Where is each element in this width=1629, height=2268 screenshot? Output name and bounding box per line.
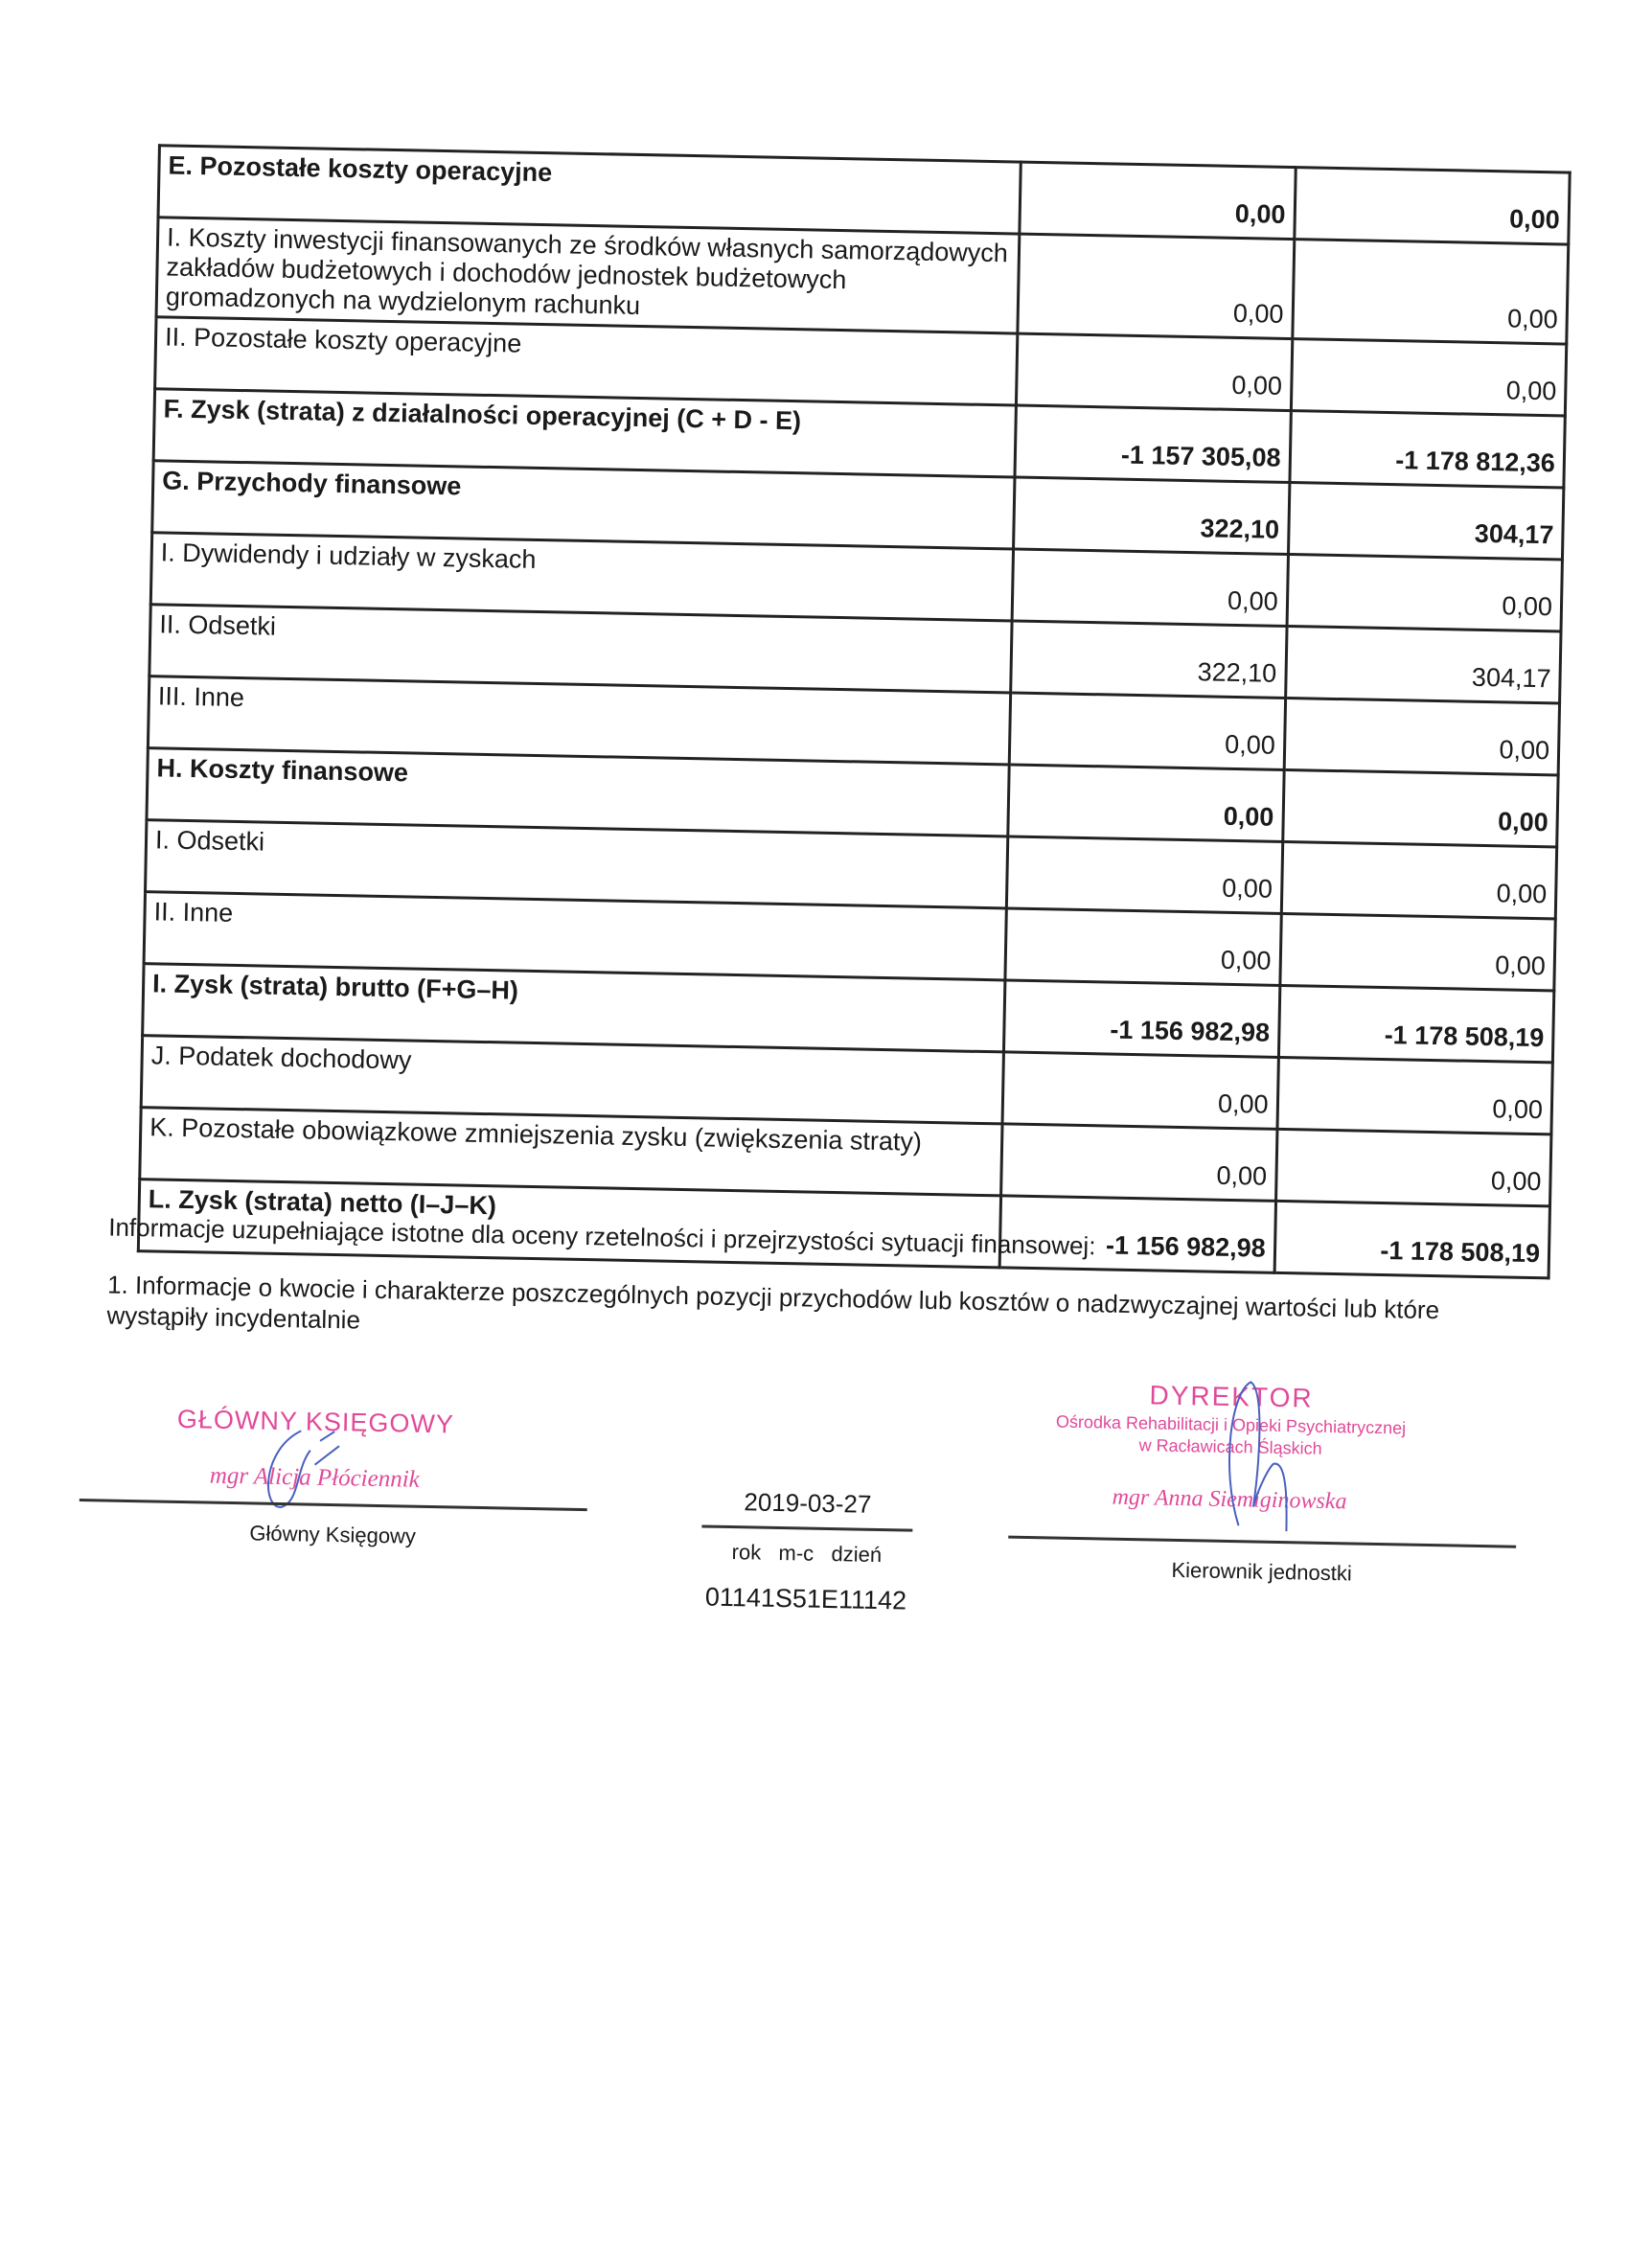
value-previous-year: 304,17 [1285,626,1562,703]
value-previous-year: 0,00 [1279,913,1556,991]
document-id: 01141S51E11142 [704,1582,907,1615]
value-current-year: 0,00 [1012,549,1289,627]
director-signature [1228,1381,1288,1532]
value-current-year: 0,00 [1000,1123,1277,1202]
row-label: I. Koszty inwestycji finansowanych ze śr… [156,217,1021,334]
value-current-year: -1 157 305,08 [1015,405,1291,483]
value-previous-year: 0,00 [1292,239,1569,345]
financial-table: E. Pozostałe koszty operacyjne 0,00 0,00 I.… [137,144,1572,1279]
accountant-signature [267,1430,340,1509]
value-previous-year: 304,17 [1288,482,1564,561]
accountant-label: Główny Księgowy [249,1521,417,1548]
value-previous-year: 0,00 [1280,841,1557,919]
report-date: 2019-03-27 [744,1487,872,1519]
value-previous-year: 0,00 [1282,769,1559,847]
director-label: Kierownik jednostki [1171,1557,1352,1586]
value-current-year: 0,00 [1008,764,1284,842]
value-previous-year: -1 178 812,36 [1289,410,1566,489]
date-line [701,1524,913,1532]
value-current-year: 0,00 [1016,333,1293,411]
value-current-year: -1 156 982,98 [1003,979,1280,1058]
notes-item-1: 1. Informacje o kwocie i charakterze pos… [106,1270,1440,1335]
value-current-year: 0,00 [1006,836,1283,914]
value-previous-year: 0,00 [1283,698,1560,775]
value-current-year: 322,10 [1013,477,1290,555]
value-previous-year: 0,00 [1276,1057,1553,1134]
value-previous-year: 0,00 [1290,338,1567,417]
value-previous-year: 0,00 [1294,167,1571,245]
value-previous-year: 0,00 [1286,554,1563,631]
director-signature-line [1008,1535,1517,1548]
date-format-label: rok m-c dzień [731,1540,883,1568]
value-current-year: 0,00 [1005,907,1281,986]
value-current-year: 0,00 [1009,692,1286,770]
value-current-year: 322,10 [1010,620,1287,699]
value-previous-year: -1 178 508,19 [1278,985,1554,1063]
value-current-year: 0,00 [1020,162,1296,240]
value-current-year: 0,00 [1018,234,1295,339]
value-current-year: 0,00 [1002,1051,1279,1130]
value-previous-year: 0,00 [1275,1129,1551,1206]
